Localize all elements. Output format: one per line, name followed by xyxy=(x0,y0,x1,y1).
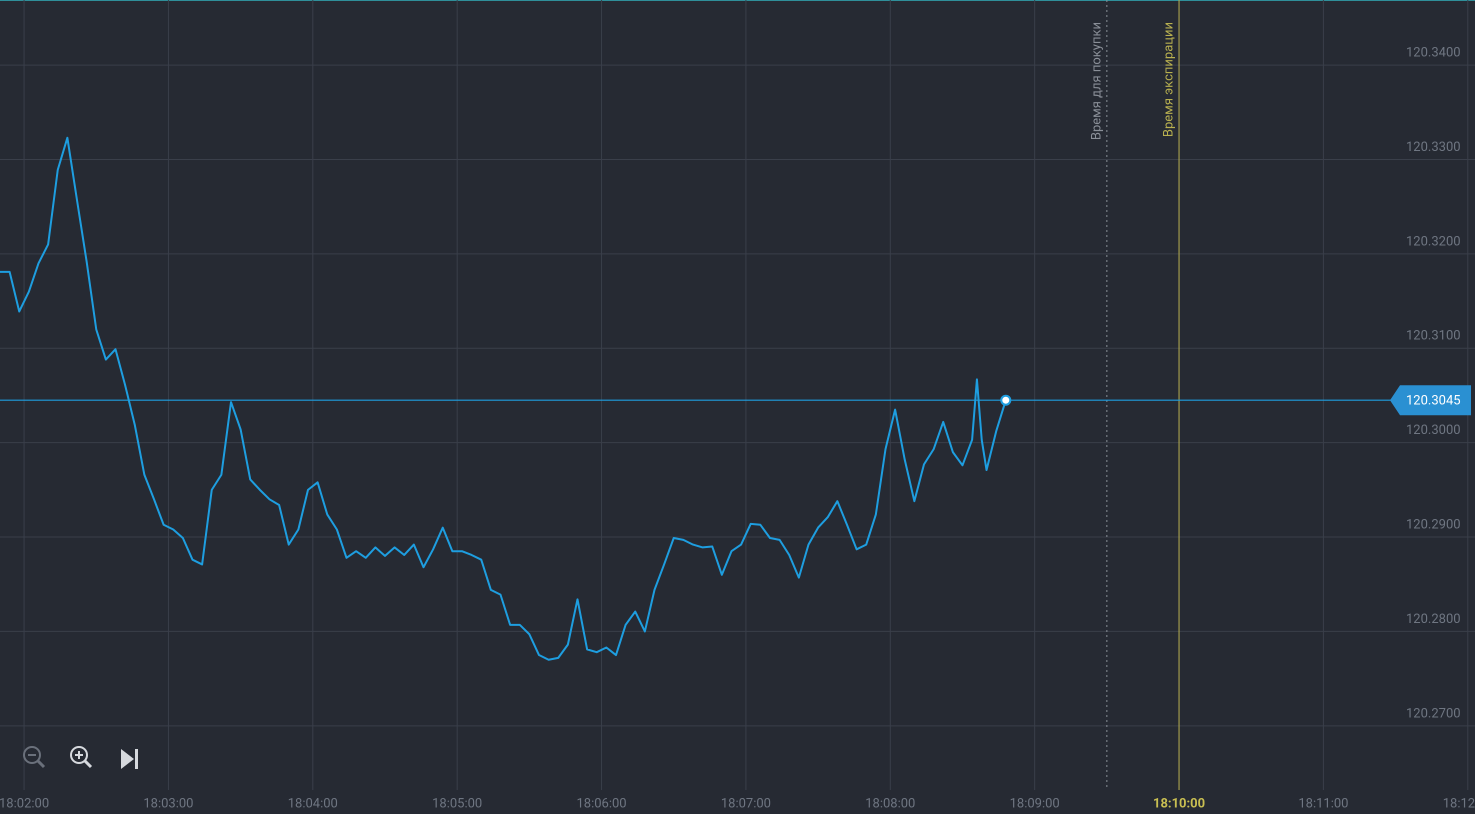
x-tick-label: 18:09:00 xyxy=(1010,796,1060,811)
x-tick-label: 18:10:00 xyxy=(1153,796,1205,811)
y-tick-label: 120.3400 xyxy=(1406,46,1461,61)
price-tag xyxy=(1390,385,1471,416)
price-line xyxy=(0,136,1007,661)
y-tick-label: 120.2900 xyxy=(1406,517,1461,532)
x-tick-label: 18:06:00 xyxy=(576,796,626,811)
zoom-in-button[interactable] xyxy=(70,746,93,769)
plot: Время для покупки Время экспирации xyxy=(0,0,1392,790)
zoom-out-button[interactable] xyxy=(23,746,46,769)
y-tick-label: 120.3100 xyxy=(1406,329,1461,344)
y-tick-label: 120.3000 xyxy=(1406,423,1461,438)
price-tag-label: 120.3045 xyxy=(1406,394,1461,409)
x-tick-label: 18:11:00 xyxy=(1298,796,1348,811)
y-tick-label: 120.3300 xyxy=(1406,140,1461,155)
y-tick-label: 120.2700 xyxy=(1406,706,1461,721)
scroll-to-end-button[interactable] xyxy=(121,749,138,769)
y-tick-label: 120.3200 xyxy=(1406,234,1461,249)
x-tick-label: 18:02:00 xyxy=(0,796,49,811)
last-point xyxy=(1000,394,1012,406)
x-tick-label: 18:04:00 xyxy=(288,796,338,811)
x-tick-label: 18:03:00 xyxy=(143,796,193,811)
time-marker-label: Время экспирации xyxy=(1161,22,1176,137)
x-tick-label: 18:05:00 xyxy=(432,796,482,811)
y-tick-label: 120.2800 xyxy=(1406,612,1461,627)
x-tick-label: 18:07:00 xyxy=(721,796,771,811)
x-tick-label: 18:12:00 xyxy=(1443,796,1475,811)
time-marker-label: Время для покупки xyxy=(1089,22,1104,140)
x-tick-label: 18:08:00 xyxy=(865,796,915,811)
